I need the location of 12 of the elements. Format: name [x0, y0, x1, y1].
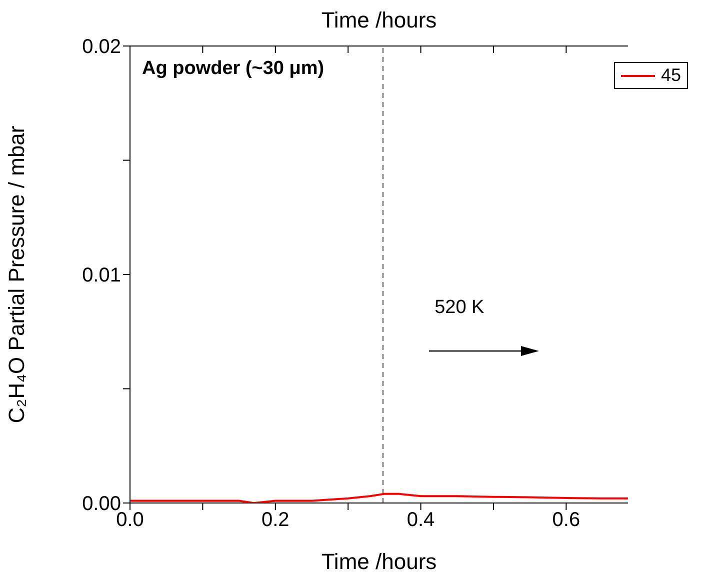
- x2-axis-title: Time /hours: [321, 8, 437, 33]
- y-tick-label: 0.02: [82, 36, 121, 58]
- y-tick-label: 0.01: [82, 264, 121, 287]
- x-axis-title: Time /hours: [321, 549, 437, 574]
- x-tick-label: 0.6: [552, 509, 580, 532]
- x-tick-label: 0.4: [406, 509, 435, 532]
- text: Ag powder (~30 μm): [142, 58, 324, 80]
- text: 0.0: [116, 509, 144, 532]
- y-axis-title: C₂H₄O Partial Pressure / mbar: [4, 126, 29, 424]
- legend-label: 45: [660, 65, 681, 86]
- x-tick-label: 0.2: [261, 509, 290, 532]
- ref-line-label: 520 K: [434, 297, 484, 320]
